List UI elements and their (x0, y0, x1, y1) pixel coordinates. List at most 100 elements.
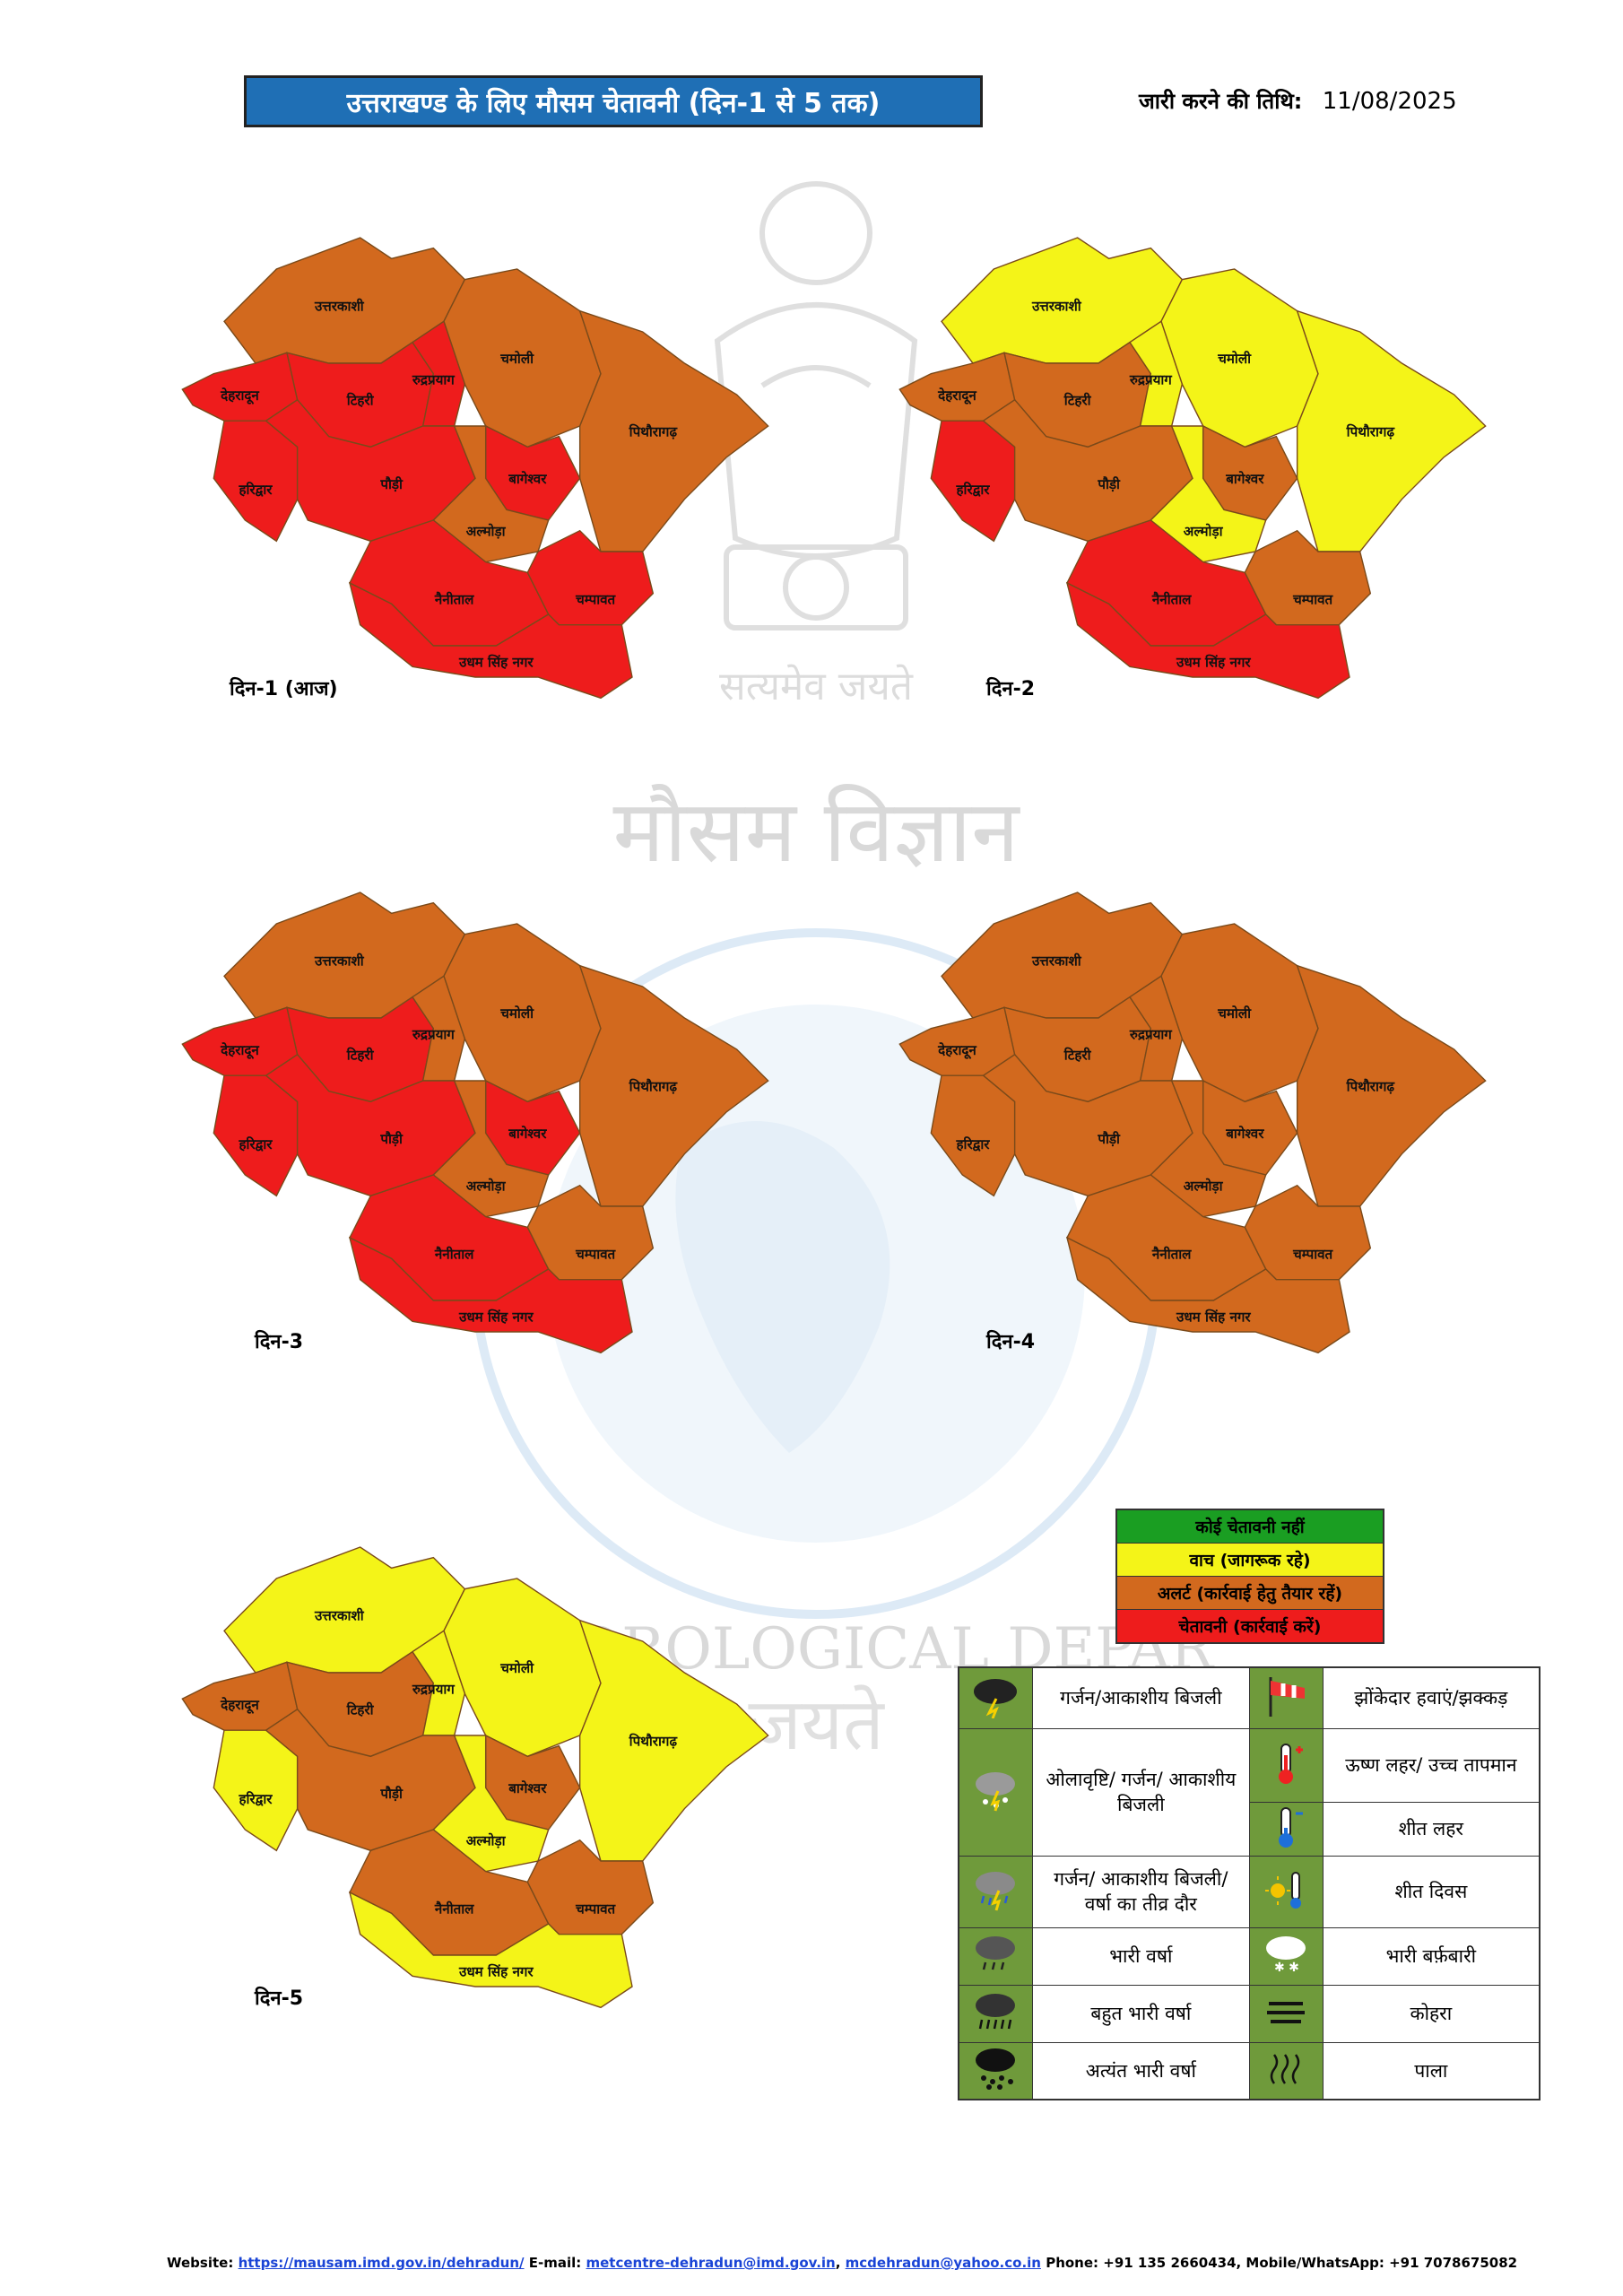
uttarakhand-map: उत्तरकाशी चमोली पिथौरागढ़ देहरादून टिहरी रुद्… (181, 237, 769, 700)
district-label-champawat: चम्पावत (575, 1246, 616, 1262)
district-label-pauri: पौड़ी (1097, 1131, 1121, 1147)
district-almora (432, 425, 550, 563)
footer-email-link-1[interactable]: metcentre-dehradun@imd.gov.in (586, 2255, 836, 2271)
legend-heat-wave: ऊष्ण लहर/ उच्च तापमान (1322, 1727, 1541, 1803)
issue-date-label: जारी करने की तिथि: (1139, 89, 1303, 114)
wind-sock-icon (1249, 1666, 1324, 1729)
district-label-tehri: टिहरी (1063, 393, 1092, 409)
intense-rain-thunder-icon (958, 1855, 1033, 1928)
footer-phone: Phone: +91 135 2660434, Mobile/WhatsApp:… (1046, 2255, 1518, 2271)
district-label-pauri: पौड़ी (379, 1786, 404, 1802)
district-usnagar (348, 1236, 633, 1354)
district-usnagar (348, 581, 633, 700)
district-label-almora: अल्मोड़ा (466, 1833, 507, 1849)
district-label-chamoli: चमोली (1217, 351, 1252, 367)
district-label-champawat: चम्पावत (575, 591, 616, 607)
map-day-3: उत्तरकाशी चमोली पिथौरागढ़ देहरादून टिहरी रुद्… (135, 861, 816, 1363)
legend-heavy-rain: भारी वर्षा (1031, 1926, 1251, 1986)
legend-cold-wave: शीत लहर (1322, 1801, 1541, 1857)
district-label-chamoli: चमोली (499, 1005, 534, 1022)
thermometer-hot-icon (1249, 1727, 1324, 1803)
heavy-snowfall-icon: ✱ ✱ (1249, 1926, 1324, 1986)
legend-gusty-winds: झोंकेदार हवाएं/झक्कड़ (1322, 1666, 1541, 1729)
district-label-dehradun: देहरादून (937, 1042, 976, 1059)
district-label-almora: अल्मोड़ा (1184, 524, 1224, 540)
district-label-uttarkashi: उत्तरकाशी (314, 1608, 365, 1624)
district-label-dehradun: देहरादून (220, 1697, 259, 1714)
legend-intense-spell: गर्जन/ आकाशीय बिजली/ वर्षा का तीव्र दौर (1031, 1855, 1251, 1928)
district-champawat (526, 1839, 655, 1935)
district-almora (432, 1080, 550, 1218)
district-label-almora: अल्मोड़ा (466, 1178, 507, 1195)
district-label-pithoragarh: पिथौरागढ़ (1346, 1079, 1396, 1095)
district-label-bageshwar: बागेश्वर (508, 1126, 547, 1142)
district-pithoragarh (578, 309, 769, 552)
district-label-usnagar: उधम सिंह नगर (1176, 654, 1251, 670)
map-day-2: उत्तरकाशी चमोली पिथौरागढ़ देहरादून टिहरी रुद्… (852, 206, 1533, 709)
extremely-heavy-rain-icon (958, 2041, 1033, 2100)
district-label-usnagar: उधम सिंह नगर (458, 1309, 534, 1325)
district-label-uttarkashi: उत्तरकाशी (314, 953, 365, 970)
page-title: उत्तराखण्ड के लिए मौसम चेतावनी (दिन-1 से… (244, 75, 983, 127)
district-label-champawat: चम्पावत (1292, 591, 1333, 607)
district-champawat (526, 1184, 655, 1281)
district-label-nainital: नैनीताल (434, 1900, 474, 1917)
district-label-chamoli: चमोली (1217, 1005, 1252, 1022)
district-label-tehri: टिहरी (1063, 1048, 1092, 1064)
legend-hailstorm: ओलावृष्टि/ गर्जन/ आकाशीय बिजली (1031, 1727, 1251, 1857)
district-champawat (1244, 529, 1372, 626)
district-label-nainital: नैनीताल (434, 591, 474, 607)
district-label-tehri: टिहरी (346, 1702, 375, 1718)
district-label-tehri: टिहरी (346, 393, 375, 409)
footer-email-link-2[interactable]: mcdehradun@yahoo.co.in (845, 2255, 1041, 2271)
district-label-bageshwar: बागेश्वर (508, 471, 547, 487)
district-champawat (1244, 1184, 1372, 1281)
district-label-uttarkashi: उत्तरकाशी (1031, 299, 1082, 315)
cold-day-icon (1249, 1855, 1324, 1928)
district-label-dehradun: देहरादून (220, 387, 259, 404)
heavy-rain-icon (958, 1926, 1033, 1986)
thermometer-cold-icon (1249, 1801, 1324, 1857)
legend-extremely-heavy-rain: अत्यंत भारी वर्षा (1031, 2041, 1251, 2100)
district-label-champawat: चम्पावत (1292, 1246, 1333, 1262)
day-label-3: दिन-3 (255, 1331, 304, 1353)
fog-icon (1249, 1984, 1324, 2043)
district-label-bageshwar: बागेश्वर (1225, 1126, 1264, 1142)
legend-cold-day: शीत दिवस (1322, 1855, 1541, 1928)
district-label-haridwar: हरिद्वार (238, 1136, 273, 1152)
footer-contact: Website: https://mausam.imd.gov.in/dehra… (167, 2255, 1518, 2271)
district-label-nainital: नैनीताल (434, 1246, 474, 1262)
district-label-haridwar: हरिद्वार (238, 1791, 273, 1807)
district-label-bageshwar: बागेश्वर (508, 1780, 547, 1796)
district-label-rudraprayag: रुद्रप्रयाग (1129, 371, 1173, 387)
legend-warning: चेतावनी (कार्रवाई करें) (1117, 1610, 1383, 1642)
issue-date: 11/08/2025 (1322, 88, 1457, 115)
district-label-haridwar: हरिद्वार (238, 482, 273, 498)
frost-icon (1249, 2041, 1324, 2100)
district-label-dehradun: देहरादून (220, 1042, 259, 1059)
district-label-pithoragarh: पिथौरागढ़ (629, 1079, 679, 1095)
district-label-almora: अल्मोड़ा (466, 524, 507, 540)
district-pithoragarh (578, 1619, 769, 1862)
district-label-uttarkashi: उत्तरकाशी (1031, 953, 1082, 970)
legend-fog: कोहरा (1322, 1984, 1541, 2043)
legend-watch: वाच (जागरूक रहे) (1117, 1544, 1383, 1577)
district-label-usnagar: उधम सिंह नगर (458, 654, 534, 670)
district-label-rudraprayag: रुद्रप्रयाग (412, 1681, 456, 1697)
district-usnagar (1065, 581, 1350, 700)
uttarakhand-map: उत्तरकाशी चमोली पिथौरागढ़ देहरादून टिहरी रुद्… (181, 891, 769, 1354)
district-label-uttarkashi: उत्तरकाशी (314, 299, 365, 315)
district-champawat (526, 529, 655, 626)
district-label-usnagar: उधम सिंह नगर (458, 1963, 534, 1979)
district-almora (1150, 1080, 1267, 1218)
footer-website-link[interactable]: https://mausam.imd.gov.in/dehradun/ (238, 2255, 525, 2271)
uttarakhand-map: उत्तरकाशी चमोली पिथौरागढ़ देहरादून टिहरी रुद्… (181, 1546, 769, 2009)
district-label-rudraprayag: रुद्रप्रयाग (1129, 1026, 1173, 1042)
district-pithoragarh (578, 964, 769, 1207)
thunderstorm-icon (958, 1666, 1033, 1729)
weather-icon-legend: गर्जन/आकाशीय बिजली झोंकेदार हवाएं/झक्कड़… (958, 1666, 1541, 2100)
national-emblem: सत्यमेव जयते (714, 181, 918, 709)
district-label-rudraprayag: रुद्रप्रयाग (412, 1026, 456, 1042)
map-day-1: उत्तरकाशी चमोली पिथौरागढ़ देहरादून टिहरी रुद्… (135, 206, 816, 709)
district-label-chamoli: चमोली (499, 1660, 534, 1676)
